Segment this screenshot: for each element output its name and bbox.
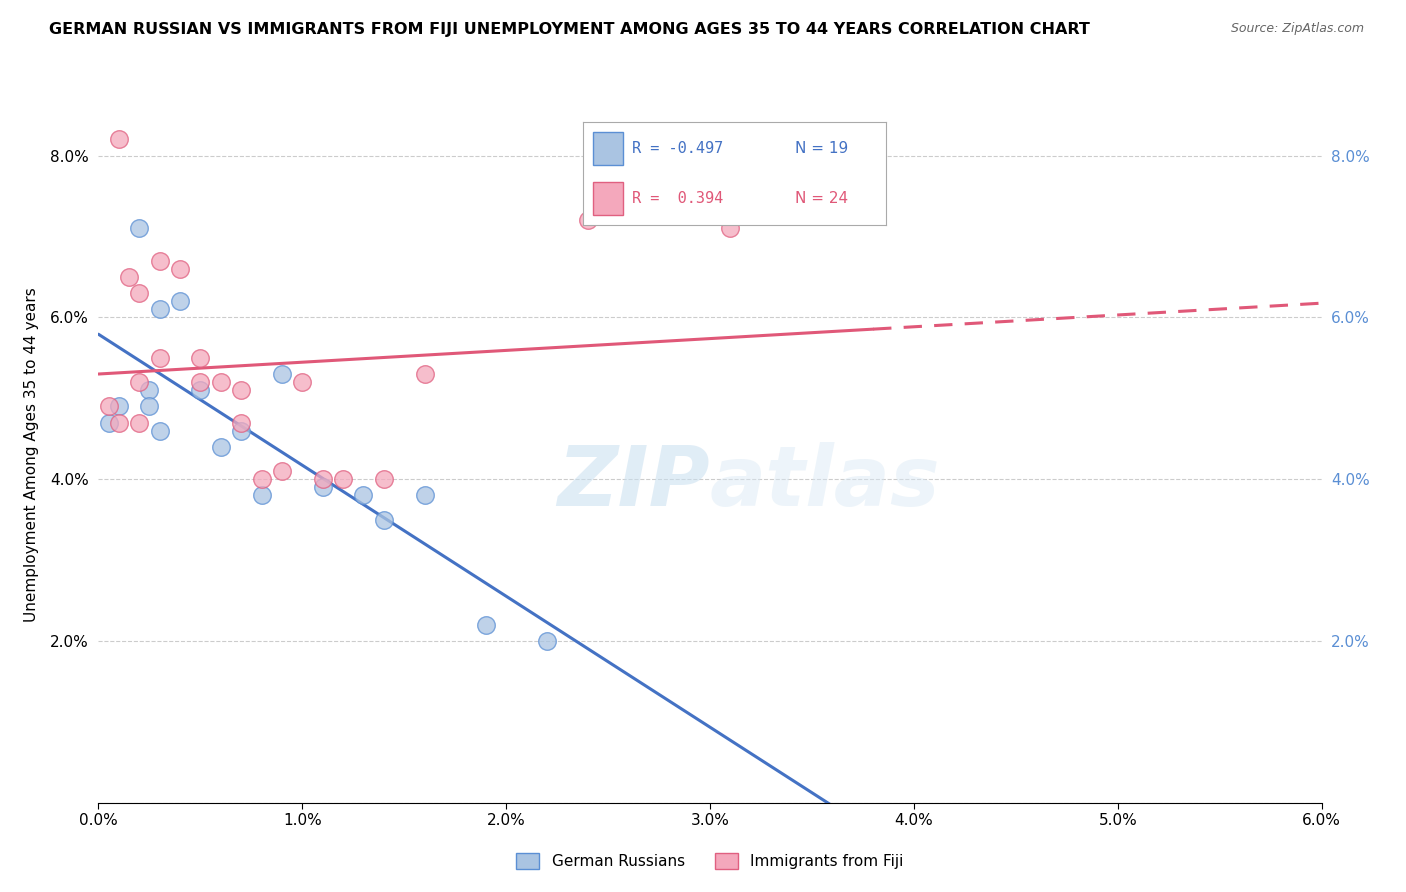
Point <box>250 488 273 502</box>
Point <box>576 213 599 227</box>
Point <box>128 286 150 301</box>
Point <box>373 513 395 527</box>
Point <box>138 400 160 414</box>
Point <box>188 383 212 397</box>
Point <box>108 132 131 146</box>
Point <box>128 416 150 430</box>
Point <box>250 472 273 486</box>
Point <box>128 221 150 235</box>
Text: Source: ZipAtlas.com: Source: ZipAtlas.com <box>1230 22 1364 36</box>
Point <box>138 383 160 397</box>
Point <box>108 416 131 430</box>
Point <box>231 424 253 438</box>
Bar <box>592 182 623 214</box>
Point <box>413 367 436 381</box>
Point <box>718 221 742 235</box>
Point <box>97 400 120 414</box>
Text: ZIP: ZIP <box>557 442 710 524</box>
Point <box>169 261 191 276</box>
Point <box>270 464 292 478</box>
Point <box>108 400 131 414</box>
Point <box>149 424 172 438</box>
Point <box>270 367 292 381</box>
Text: GERMAN RUSSIAN VS IMMIGRANTS FROM FIJI UNEMPLOYMENT AMONG AGES 35 TO 44 YEARS CO: GERMAN RUSSIAN VS IMMIGRANTS FROM FIJI U… <box>49 22 1090 37</box>
Point <box>188 351 212 365</box>
Legend: German Russians, Immigrants from Fiji: German Russians, Immigrants from Fiji <box>510 847 910 875</box>
Point <box>413 488 436 502</box>
Text: R =  0.394: R = 0.394 <box>631 191 723 206</box>
Point <box>311 472 335 486</box>
Point <box>149 351 172 365</box>
Point <box>373 472 395 486</box>
Point <box>209 440 232 454</box>
Point <box>536 634 558 648</box>
Y-axis label: Unemployment Among Ages 35 to 44 years: Unemployment Among Ages 35 to 44 years <box>24 287 39 623</box>
Point <box>128 375 150 389</box>
Point <box>352 488 374 502</box>
Bar <box>592 132 623 165</box>
Point <box>311 480 335 494</box>
Text: R = -0.497: R = -0.497 <box>631 141 723 156</box>
Point <box>188 375 212 389</box>
Point <box>209 375 232 389</box>
Point <box>231 383 253 397</box>
Point <box>231 416 253 430</box>
Text: N = 19: N = 19 <box>796 141 848 156</box>
Point <box>97 416 120 430</box>
Point <box>332 472 354 486</box>
Point <box>149 302 172 317</box>
Point <box>169 294 191 309</box>
Point <box>118 269 141 284</box>
Text: N = 24: N = 24 <box>796 191 848 206</box>
Point <box>149 253 172 268</box>
Point <box>291 375 314 389</box>
Text: atlas: atlas <box>710 442 941 524</box>
Point <box>474 617 498 632</box>
